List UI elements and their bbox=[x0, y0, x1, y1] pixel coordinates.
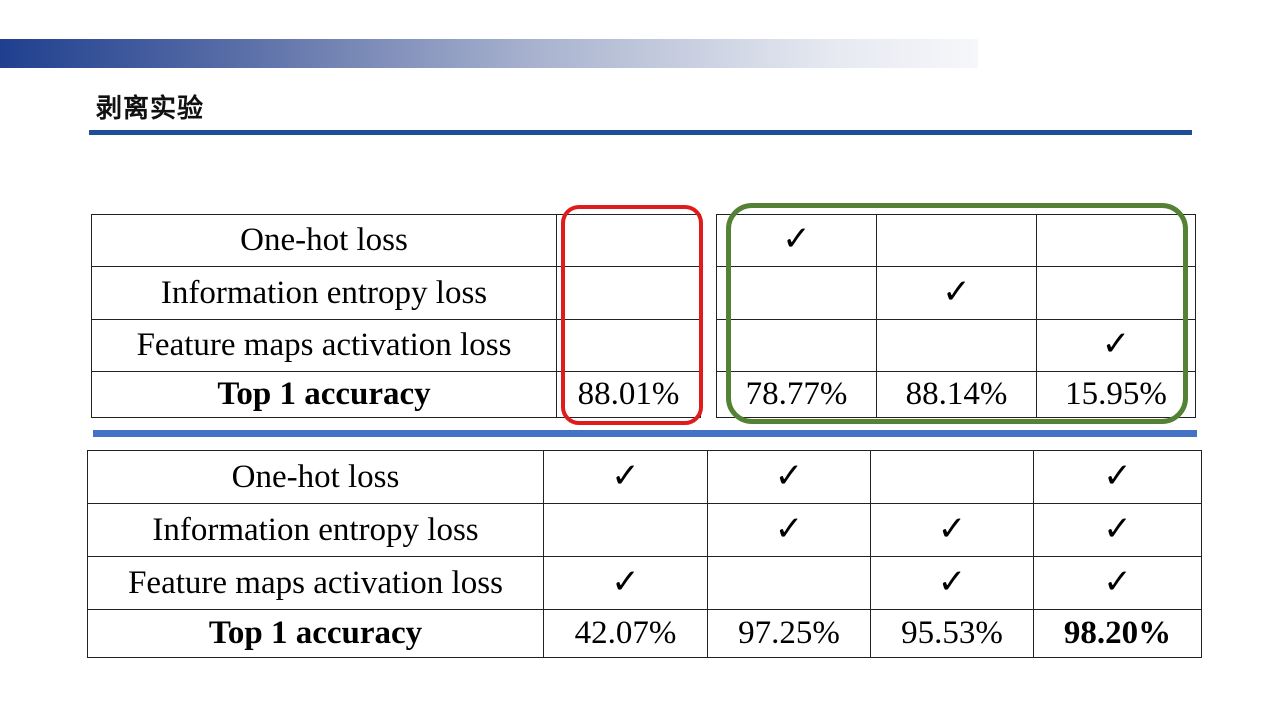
check-mark: ✓ bbox=[937, 561, 967, 602]
accuracy-cell: 88.14% bbox=[876, 371, 1037, 418]
table-row: Information entropy loss ✓ ✓ ✓ bbox=[87, 503, 1202, 557]
row-label: Feature maps activation loss bbox=[91, 319, 557, 372]
header-gradient-band bbox=[0, 39, 978, 68]
row-label: Top 1 accuracy bbox=[91, 371, 557, 418]
section-divider bbox=[93, 430, 1197, 437]
table-cell bbox=[556, 266, 701, 320]
table-cell bbox=[876, 319, 1037, 372]
table-cell bbox=[1036, 214, 1196, 267]
column-gap bbox=[700, 371, 717, 418]
check-mark: ✓ bbox=[1103, 455, 1132, 496]
table-row-accuracy: Top 1 accuracy 88.01% 78.77% 88.14% 15.9… bbox=[91, 371, 1196, 418]
table-row: Feature maps activation loss ✓ ✓ ✓ bbox=[87, 556, 1202, 610]
title-underline bbox=[89, 130, 1192, 135]
table-cell bbox=[556, 319, 701, 372]
table-cell: ✓ bbox=[707, 503, 871, 557]
table-cell: ✓ bbox=[1036, 319, 1196, 372]
check-mark: ✓ bbox=[937, 508, 967, 549]
table-cell: ✓ bbox=[543, 556, 708, 610]
check-mark: ✓ bbox=[611, 561, 640, 602]
check-mark: ✓ bbox=[1103, 561, 1132, 602]
table-row: Feature maps activation loss ✓ bbox=[91, 319, 1196, 372]
table-cell: ✓ bbox=[870, 503, 1034, 557]
check-mark: ✓ bbox=[1103, 508, 1132, 549]
table-row-accuracy: Top 1 accuracy 42.07% 97.25% 95.53% 98.2… bbox=[87, 609, 1202, 658]
table-row: Information entropy loss ✓ bbox=[91, 266, 1196, 320]
table-cell bbox=[543, 503, 708, 557]
row-label: Top 1 accuracy bbox=[87, 609, 544, 658]
accuracy-cell: 15.95% bbox=[1036, 371, 1196, 418]
table-cell: ✓ bbox=[870, 556, 1034, 610]
check-mark: ✓ bbox=[611, 455, 640, 496]
check-mark: ✓ bbox=[1101, 324, 1131, 364]
row-label: One-hot loss bbox=[87, 450, 544, 504]
table-cell bbox=[1036, 266, 1196, 320]
check-mark: ✓ bbox=[774, 455, 804, 496]
table-cell: ✓ bbox=[876, 266, 1037, 320]
best-accuracy-cell: 98.20% bbox=[1033, 609, 1202, 658]
accuracy-cell: 78.77% bbox=[716, 371, 877, 418]
ablation-table-bottom: One-hot loss ✓ ✓ ✓ Information entropy l… bbox=[87, 450, 1202, 658]
check-mark: ✓ bbox=[782, 219, 811, 259]
table-row: One-hot loss ✓ ✓ ✓ bbox=[87, 450, 1202, 504]
column-gap bbox=[700, 319, 717, 372]
column-gap bbox=[700, 266, 717, 320]
accuracy-cell: 88.01% bbox=[556, 371, 701, 418]
table-cell bbox=[716, 319, 877, 372]
table-cell: ✓ bbox=[543, 450, 708, 504]
row-label: Information entropy loss bbox=[91, 266, 557, 320]
accuracy-cell: 97.25% bbox=[707, 609, 871, 658]
column-gap bbox=[700, 214, 717, 267]
row-label: One-hot loss bbox=[91, 214, 557, 267]
row-label: Feature maps activation loss bbox=[87, 556, 544, 610]
ablation-table-top: One-hot loss ✓ Information entropy loss … bbox=[91, 214, 1196, 418]
table-cell: ✓ bbox=[1033, 503, 1202, 557]
check-mark: ✓ bbox=[942, 271, 971, 312]
row-label: Information entropy loss bbox=[87, 503, 544, 557]
table-cell bbox=[556, 214, 701, 267]
table-cell bbox=[716, 266, 877, 320]
slide-title: 剥离实验 bbox=[96, 94, 205, 124]
table-cell bbox=[707, 556, 871, 610]
table-cell bbox=[870, 450, 1034, 504]
table-cell: ✓ bbox=[707, 450, 871, 504]
table-cell: ✓ bbox=[1033, 450, 1202, 504]
check-mark: ✓ bbox=[774, 508, 804, 549]
accuracy-cell: 42.07% bbox=[543, 609, 708, 658]
table-cell: ✓ bbox=[716, 214, 877, 267]
table-row: One-hot loss ✓ bbox=[91, 214, 1196, 267]
table-cell: ✓ bbox=[1033, 556, 1202, 610]
table-cell bbox=[876, 214, 1037, 267]
accuracy-cell: 95.53% bbox=[870, 609, 1034, 658]
